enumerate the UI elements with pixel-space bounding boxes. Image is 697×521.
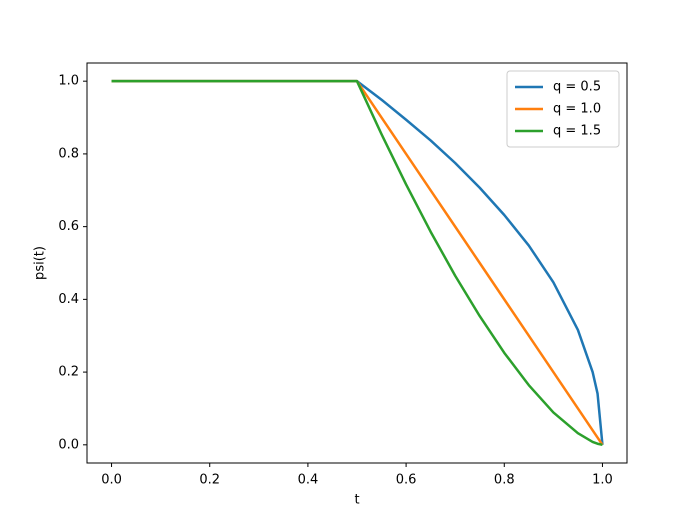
x-tick-label: 0.0 (101, 473, 122, 488)
y-tick-label: 0.8 (58, 146, 79, 161)
series-line (111, 79, 603, 447)
x-tick-label: 1.0 (592, 473, 613, 488)
legend-label: q = 1.0 (553, 102, 601, 117)
x-axis-label: t (354, 493, 359, 508)
legend-label: q = 1.5 (553, 124, 601, 139)
y-tick-label: 0.0 (58, 437, 79, 452)
y-axis-label: psi(t) (33, 246, 48, 280)
x-tick-label: 0.6 (396, 473, 417, 488)
x-tick-label: 0.8 (494, 473, 515, 488)
y-tick-label: 1.0 (58, 74, 79, 89)
y-tick-label: 0.4 (58, 292, 79, 307)
legend-box (506, 70, 620, 148)
axes-frame (86, 62, 628, 464)
x-tick-label: 0.2 (199, 473, 220, 488)
x-tick-label: 0.4 (298, 473, 319, 488)
y-tick-label: 0.2 (58, 365, 79, 380)
legend-label: q = 0.5 (553, 80, 601, 95)
y-tick-label: 0.6 (58, 219, 79, 234)
